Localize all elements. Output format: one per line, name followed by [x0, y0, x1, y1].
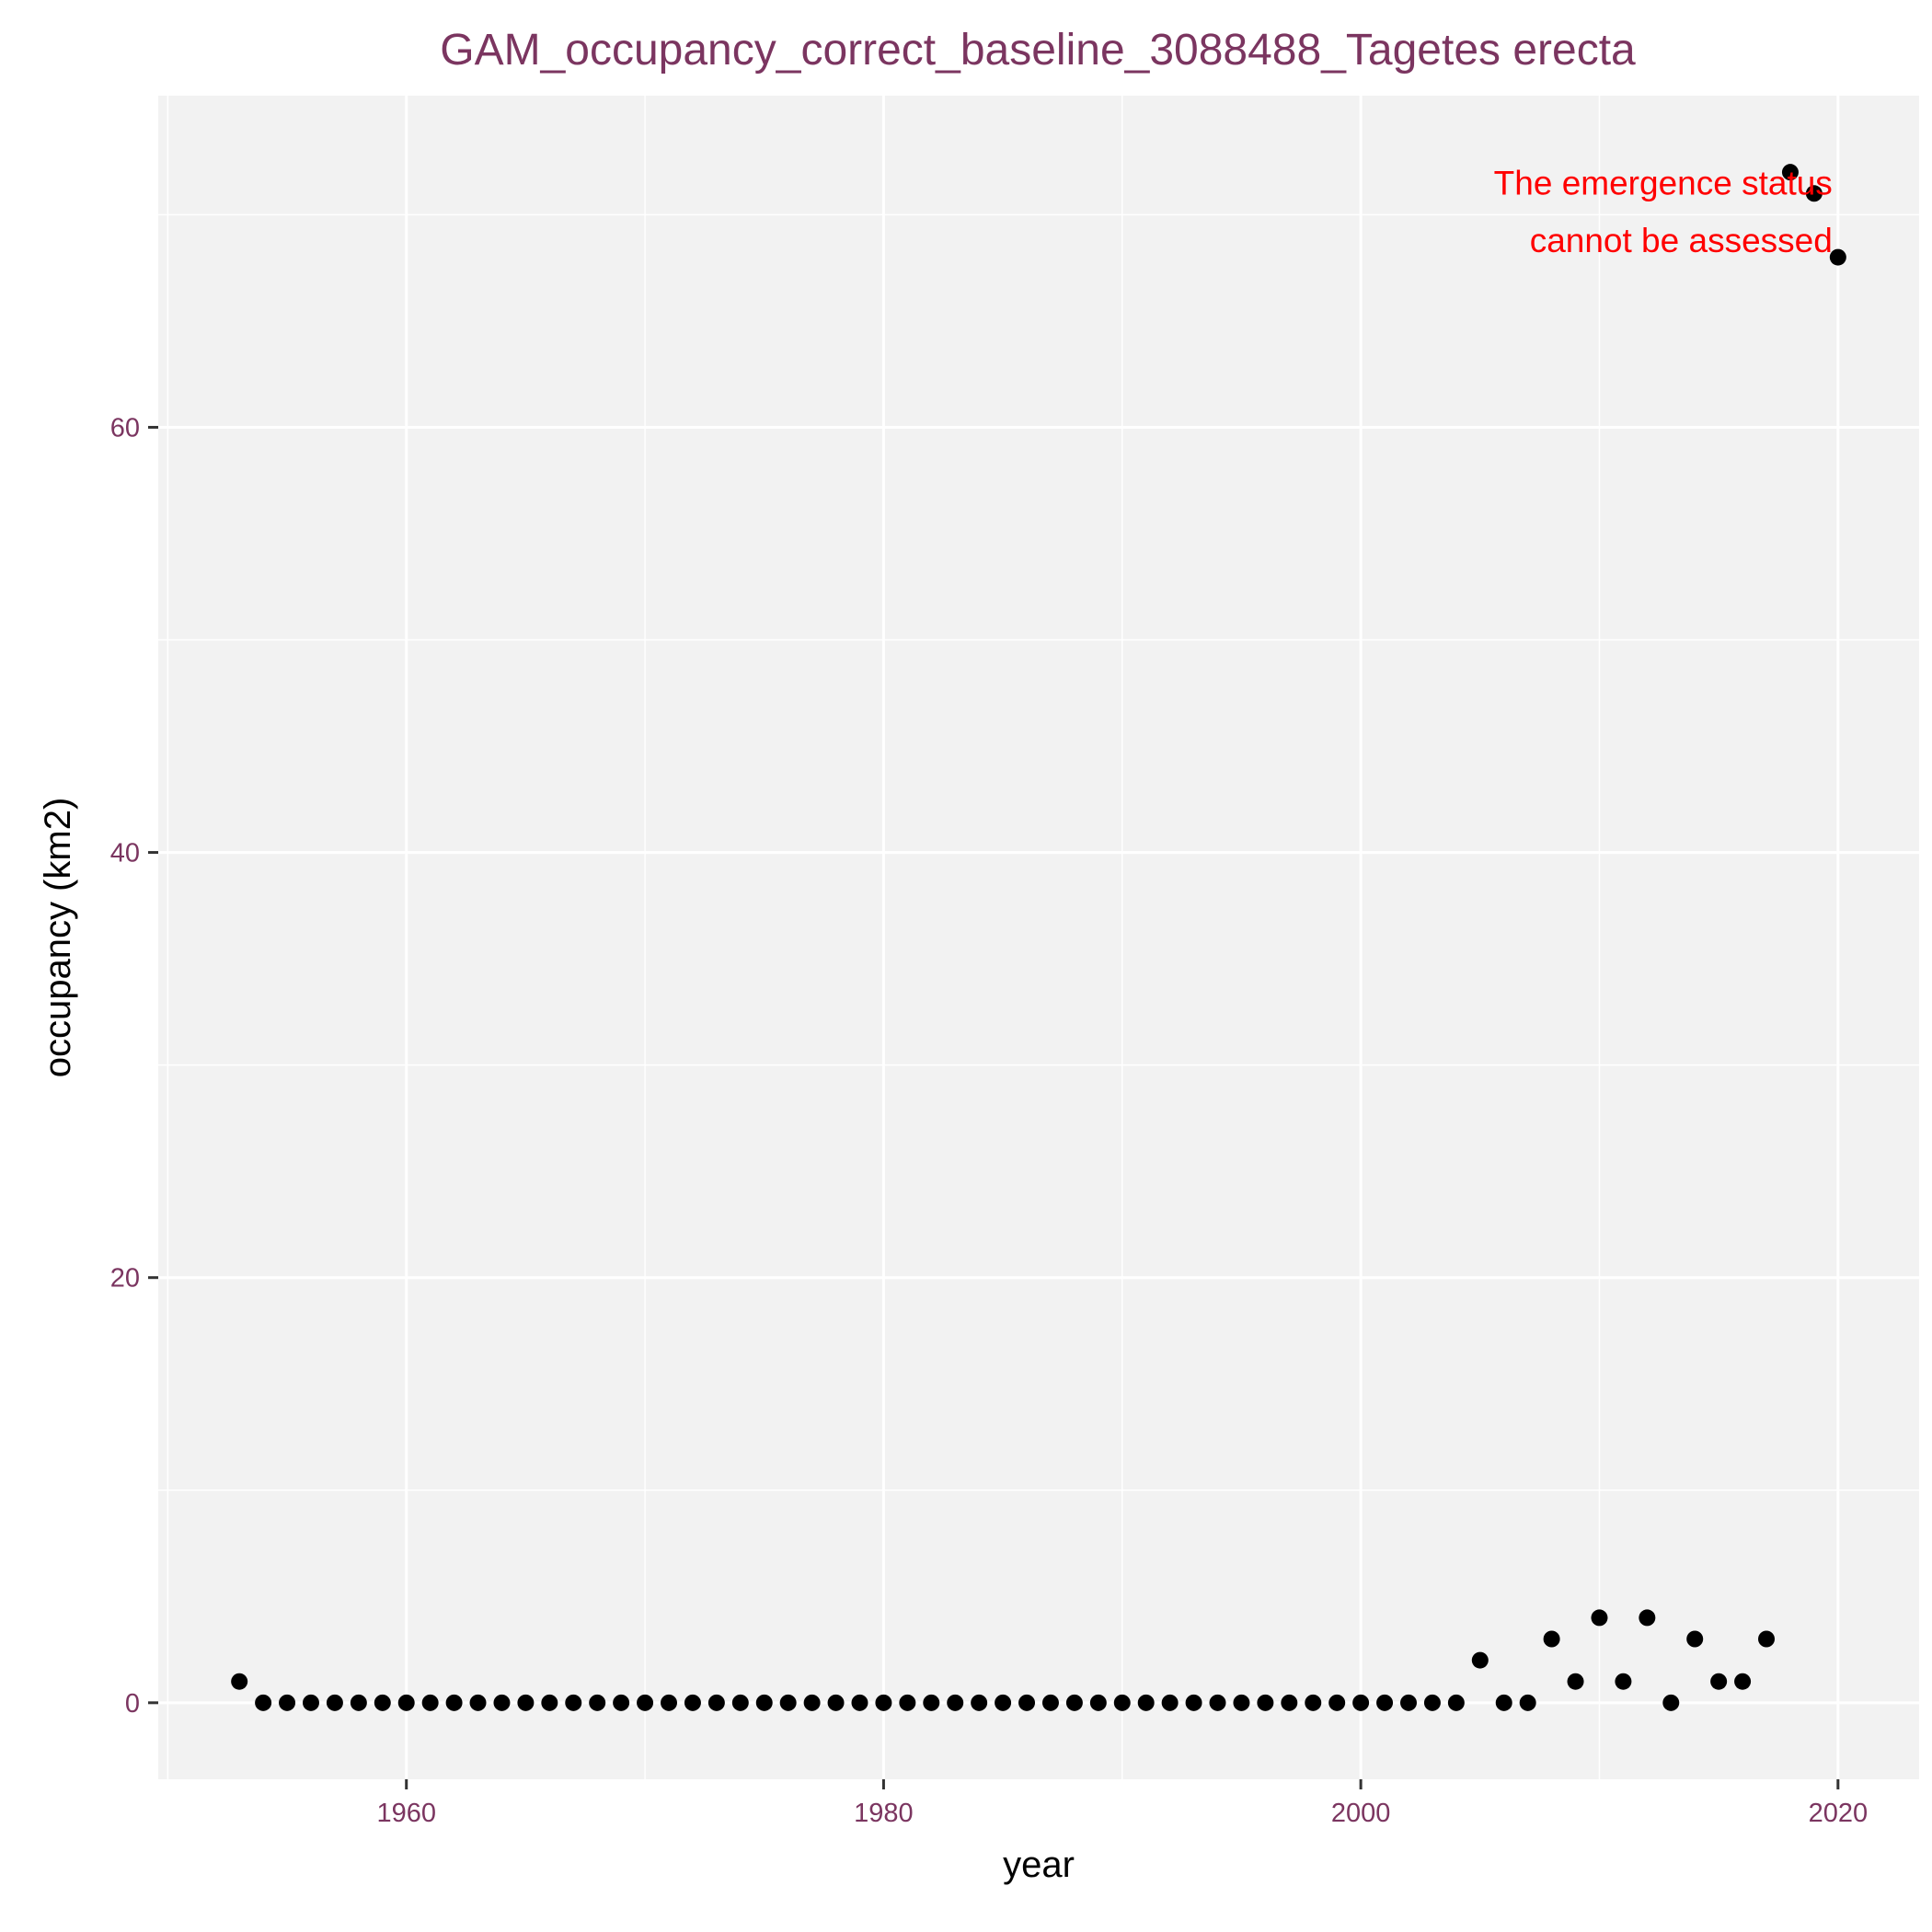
data-point [1829, 248, 1846, 266]
plot-panel [158, 96, 1919, 1779]
data-point [1018, 1694, 1036, 1711]
data-point [421, 1694, 439, 1711]
data-point [684, 1694, 701, 1711]
data-point [1209, 1694, 1226, 1711]
data-points [231, 164, 1846, 1711]
data-point [827, 1694, 845, 1711]
data-point [517, 1694, 535, 1711]
data-point [1447, 1694, 1465, 1711]
data-point [1257, 1694, 1274, 1711]
data-point [1686, 1630, 1704, 1648]
data-point [1376, 1694, 1394, 1711]
x-axis: 1960 1980 2000 2020 [376, 1779, 1868, 1828]
data-point [1781, 164, 1799, 181]
data-point [350, 1694, 367, 1711]
data-point [637, 1694, 654, 1711]
data-point [565, 1694, 582, 1711]
data-point [947, 1694, 964, 1711]
x-tick-label: 2000 [1331, 1799, 1391, 1828]
data-point [995, 1694, 1012, 1711]
data-point [1041, 1694, 1059, 1711]
data-point [302, 1694, 319, 1711]
data-point [851, 1694, 868, 1711]
chart-title: GAM_occupancy_correct_baseline_3088488_T… [440, 26, 1636, 75]
data-point [1233, 1694, 1250, 1711]
data-point [1113, 1694, 1131, 1711]
data-point [1758, 1630, 1776, 1648]
y-tick-label: 20 [110, 1264, 140, 1294]
data-point [1399, 1694, 1417, 1711]
x-axis-title: year [1003, 1845, 1075, 1885]
data-point [374, 1694, 391, 1711]
data-point [541, 1694, 558, 1711]
data-point [971, 1694, 988, 1711]
data-point [1543, 1630, 1560, 1648]
data-point [493, 1694, 511, 1711]
data-point [707, 1694, 725, 1711]
data-point [1591, 1609, 1608, 1627]
data-point [1065, 1694, 1083, 1711]
data-point [279, 1694, 296, 1711]
grid-minor [158, 96, 1919, 1779]
data-point [755, 1694, 773, 1711]
data-point [875, 1694, 892, 1711]
data-point [899, 1694, 916, 1711]
data-point [1710, 1673, 1728, 1690]
y-axis: 0 20 40 60 [110, 413, 158, 1719]
data-point [397, 1694, 415, 1711]
data-point [1423, 1694, 1441, 1711]
grid-major [158, 96, 1919, 1779]
data-point [803, 1694, 821, 1711]
data-point [589, 1694, 606, 1711]
data-point [1495, 1694, 1512, 1711]
data-point [923, 1694, 940, 1711]
data-point [1185, 1694, 1202, 1711]
data-point [1567, 1673, 1584, 1690]
data-point [1089, 1694, 1107, 1711]
data-point [661, 1694, 678, 1711]
data-point [1352, 1694, 1370, 1711]
x-tick-label: 1960 [376, 1799, 436, 1828]
y-tick-label: 60 [110, 413, 140, 443]
data-point [326, 1694, 343, 1711]
data-point [1639, 1609, 1656, 1627]
data-point [779, 1694, 797, 1711]
x-tick-label: 1980 [854, 1799, 914, 1828]
data-point [1615, 1673, 1632, 1690]
x-tick-label: 2020 [1809, 1799, 1869, 1828]
y-axis-title: occupancy (km2) [38, 798, 78, 1078]
data-point [1305, 1694, 1322, 1711]
annotation: The emergence status cannot be assessed [1494, 165, 1833, 259]
data-point [1137, 1694, 1155, 1711]
data-point [445, 1694, 463, 1711]
annotation-line: cannot be assessed [1530, 222, 1833, 259]
data-point [1805, 185, 1823, 202]
data-point [1471, 1651, 1489, 1669]
data-point [1734, 1673, 1752, 1690]
data-point [1662, 1694, 1680, 1711]
data-point [1328, 1694, 1346, 1711]
data-point [255, 1694, 272, 1711]
y-tick-label: 40 [110, 839, 140, 868]
data-point [231, 1673, 248, 1690]
data-point [1281, 1694, 1298, 1711]
annotation-line: The emergence status [1494, 165, 1833, 202]
data-point [1161, 1694, 1179, 1711]
data-point [469, 1694, 487, 1711]
data-point [613, 1694, 630, 1711]
y-tick-label: 0 [125, 1689, 140, 1719]
data-point [731, 1694, 749, 1711]
data-point [1519, 1694, 1536, 1711]
